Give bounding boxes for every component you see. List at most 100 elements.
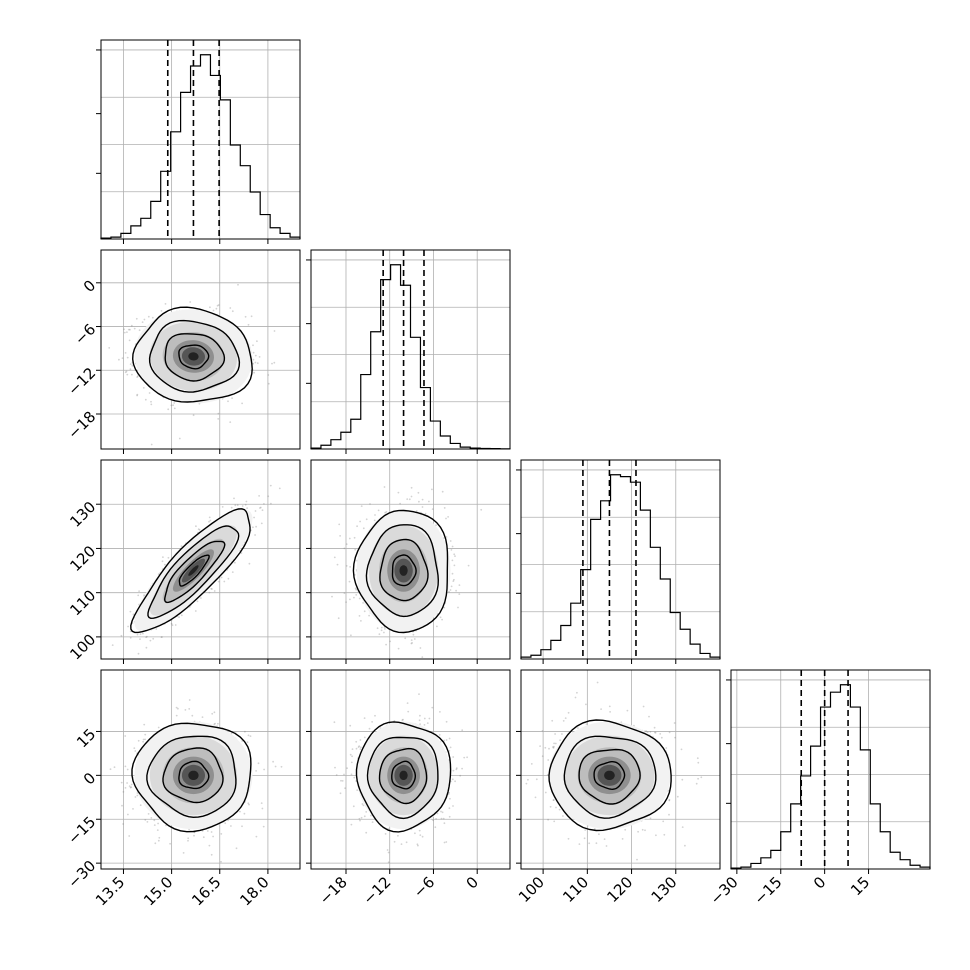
sample-point xyxy=(337,617,340,620)
sample-point xyxy=(343,773,345,776)
x-tick-label: −6 xyxy=(410,873,438,901)
sample-point xyxy=(552,746,554,748)
sample-point xyxy=(455,768,458,771)
sample-point xyxy=(210,853,213,856)
density-panel-3-2: 100 110 120 130 xyxy=(515,669,721,906)
sample-point xyxy=(344,787,346,790)
sample-point xyxy=(257,762,260,765)
sample-point xyxy=(216,304,219,307)
sample-point xyxy=(362,527,365,530)
sample-point xyxy=(121,804,123,807)
contour-line xyxy=(548,719,672,832)
sample-point xyxy=(438,734,441,736)
sample-point xyxy=(349,598,351,601)
sample-point xyxy=(253,371,256,374)
sample-point xyxy=(241,402,244,405)
sample-point xyxy=(417,844,419,847)
sample-point xyxy=(374,514,376,516)
sample-point xyxy=(621,838,624,840)
contour-line xyxy=(366,736,439,820)
sample-point xyxy=(120,634,123,637)
sample-point xyxy=(209,519,212,522)
sample-point xyxy=(255,835,258,838)
sample-point xyxy=(252,344,254,347)
sample-point xyxy=(231,571,234,573)
sample-point xyxy=(220,833,223,835)
sample-point xyxy=(136,376,139,378)
contour-line xyxy=(163,540,226,604)
sample-point xyxy=(136,394,139,397)
sample-point xyxy=(417,491,420,494)
sample-point xyxy=(412,633,415,636)
sample-point xyxy=(441,618,443,621)
sample-point xyxy=(655,834,657,837)
sample-point xyxy=(547,759,550,761)
sample-point xyxy=(240,552,243,554)
sample-point xyxy=(124,787,127,789)
sample-point xyxy=(206,830,209,832)
density-shade xyxy=(399,565,408,576)
y-tick-label: 130 xyxy=(66,498,99,531)
sample-point xyxy=(118,358,120,361)
sample-point xyxy=(445,720,448,723)
sample-point xyxy=(535,778,538,781)
sample-point xyxy=(407,665,409,667)
sample-point xyxy=(371,721,373,723)
sample-point xyxy=(358,615,361,617)
sample-point xyxy=(170,622,173,625)
sample-point xyxy=(404,637,407,640)
sample-point xyxy=(229,421,232,423)
sample-point xyxy=(208,844,211,847)
sample-point xyxy=(645,730,648,733)
sample-point xyxy=(217,580,220,583)
sample-point xyxy=(201,716,204,718)
sample-point xyxy=(387,851,390,854)
sample-point xyxy=(363,815,366,818)
sample-point xyxy=(262,825,265,828)
sample-point xyxy=(451,778,454,781)
sample-point xyxy=(250,315,253,318)
sample-point xyxy=(365,831,368,834)
sample-point xyxy=(574,696,577,699)
sample-point xyxy=(169,842,172,845)
histogram-panel-2 xyxy=(516,459,721,664)
sample-point xyxy=(648,715,650,718)
sample-point xyxy=(642,705,645,708)
sample-point xyxy=(164,303,167,305)
x-tick-label: 120 xyxy=(603,873,636,906)
sample-point xyxy=(126,373,129,376)
x-tick-label: 130 xyxy=(648,873,681,906)
sample-point xyxy=(402,718,404,721)
sample-point xyxy=(561,733,563,735)
sample-point xyxy=(445,841,448,843)
sample-point xyxy=(588,842,591,845)
density-content xyxy=(101,250,300,449)
sample-point xyxy=(418,693,420,695)
sample-point xyxy=(360,620,362,622)
sample-point xyxy=(129,786,132,789)
sample-point xyxy=(234,504,237,507)
sample-point xyxy=(150,400,152,403)
sample-point xyxy=(673,722,676,724)
sample-point xyxy=(458,584,461,586)
sample-point xyxy=(452,580,455,582)
sample-point xyxy=(220,860,222,863)
sample-point xyxy=(343,547,346,550)
sample-point xyxy=(259,506,262,509)
x-tick-label: 15.0 xyxy=(140,873,176,909)
sample-point xyxy=(362,804,365,807)
sample-point xyxy=(237,283,239,286)
sample-point xyxy=(668,731,671,734)
sample-point xyxy=(649,817,652,820)
sample-point xyxy=(378,633,381,636)
contour-line xyxy=(147,525,240,620)
sample-point xyxy=(229,307,232,309)
x-tick-label: 15 xyxy=(847,873,873,899)
sample-point xyxy=(448,791,450,794)
sample-point xyxy=(358,597,361,600)
sample-point xyxy=(126,768,129,771)
sample-point xyxy=(410,495,413,498)
sample-point xyxy=(160,636,163,638)
sample-point xyxy=(122,823,124,825)
sample-point xyxy=(450,549,453,551)
